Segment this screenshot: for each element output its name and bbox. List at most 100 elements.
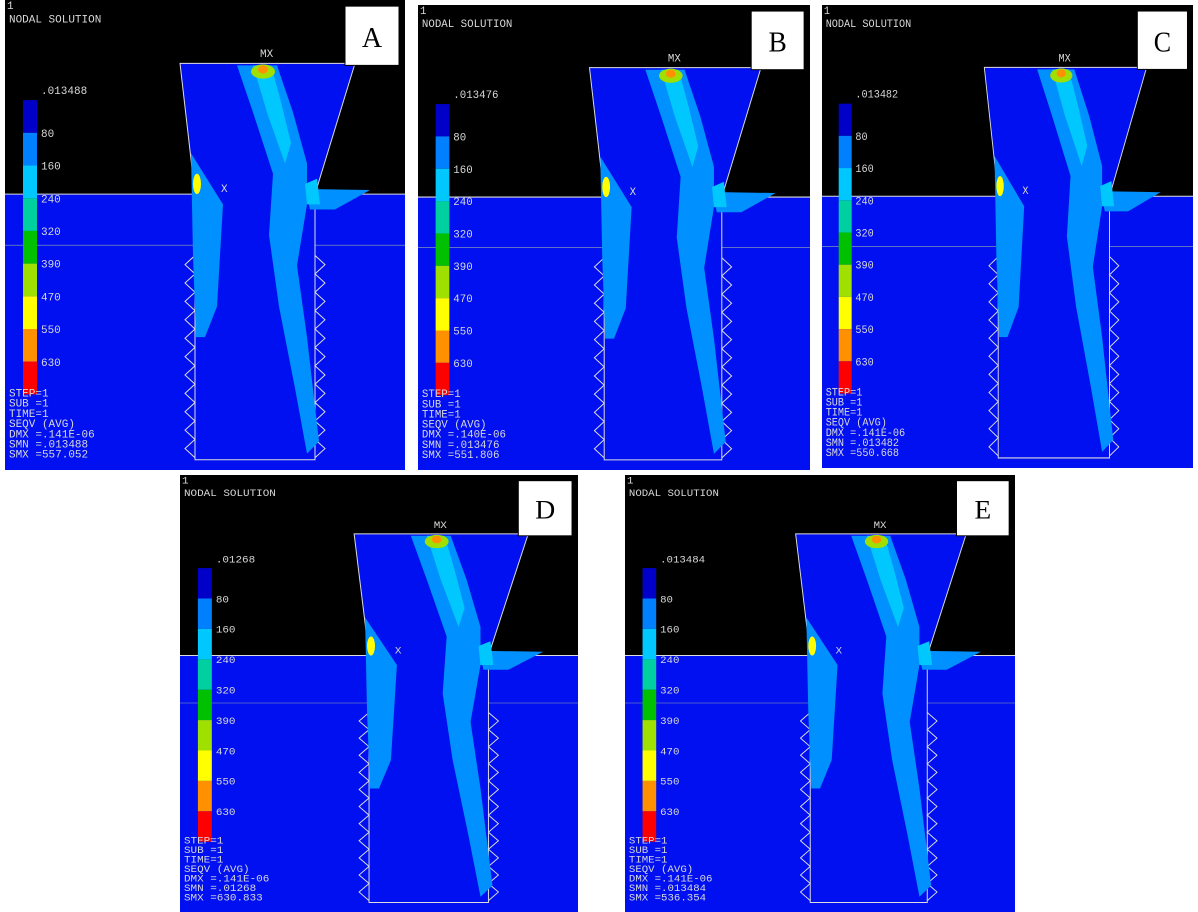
hotspot-top-core bbox=[431, 535, 442, 544]
panel-label: D bbox=[535, 495, 555, 524]
scale-segment bbox=[23, 132, 37, 166]
max-marker: MX bbox=[668, 53, 681, 65]
scale-label: 630 bbox=[453, 359, 472, 371]
panel-label: C bbox=[1154, 26, 1171, 57]
contour-wing bbox=[478, 650, 544, 670]
label-box bbox=[750, 10, 805, 71]
scale-label: 80 bbox=[855, 132, 867, 144]
contour-wing-inner bbox=[1100, 181, 1115, 207]
stat-line: STEP=1 bbox=[826, 387, 863, 399]
label-box bbox=[517, 480, 573, 537]
max-marker: MX bbox=[1059, 53, 1072, 65]
stat-line: SEQV (AVG) bbox=[184, 864, 250, 876]
stat-line: SMX =630.833 bbox=[184, 893, 263, 905]
stat-line: SUB =1 bbox=[184, 845, 223, 857]
scale-segment bbox=[838, 200, 852, 233]
stat-line: SEQV (AVG) bbox=[9, 419, 75, 431]
contour-inner bbox=[661, 69, 699, 167]
stat-line: TIME=1 bbox=[629, 855, 668, 867]
max-marker: MX bbox=[874, 520, 888, 532]
scale-label: 550 bbox=[41, 325, 61, 337]
contour-wing bbox=[305, 189, 370, 210]
scale-label: 390 bbox=[855, 260, 873, 272]
panel-label: B bbox=[769, 27, 787, 58]
contour-left bbox=[994, 155, 1025, 338]
frame-number: 1 bbox=[420, 6, 427, 18]
frame-number: 1 bbox=[7, 1, 14, 13]
stat-line: STEP=1 bbox=[422, 389, 461, 401]
scale-segment bbox=[838, 168, 852, 201]
stat-line: TIME=1 bbox=[9, 409, 49, 421]
scale-segment bbox=[23, 329, 37, 362]
stat-line: DMX =.140E-06 bbox=[422, 430, 506, 442]
scale-segment bbox=[23, 361, 37, 395]
hotspot-left bbox=[602, 176, 611, 198]
scale-segment bbox=[23, 100, 37, 133]
scale-label: 320 bbox=[216, 686, 236, 698]
contour-left bbox=[806, 617, 838, 789]
hotspot-left bbox=[367, 636, 376, 656]
contour-left bbox=[191, 153, 223, 338]
scale-segment bbox=[642, 720, 657, 751]
stat-line: DMX =.141E-06 bbox=[629, 874, 713, 886]
stat-line: SMN =.013482 bbox=[826, 438, 899, 450]
stat-line: SMN =.013488 bbox=[9, 439, 88, 451]
stat-line: STEP=1 bbox=[184, 836, 223, 848]
scale-label: 160 bbox=[453, 165, 472, 177]
scale-label: 160 bbox=[216, 625, 236, 637]
thread-left bbox=[184, 255, 196, 459]
plot-title: NODAL SOLUTION bbox=[184, 488, 276, 500]
contour-wing-inner bbox=[712, 181, 727, 208]
scale-label: 470 bbox=[453, 294, 472, 306]
scale-label: 630 bbox=[660, 807, 679, 819]
scale-segment bbox=[642, 568, 657, 599]
scale-segment bbox=[435, 104, 450, 137]
scale-label: 80 bbox=[660, 594, 673, 606]
label-box bbox=[956, 480, 1010, 537]
thread-left bbox=[358, 712, 370, 901]
scale-segment bbox=[23, 165, 37, 199]
contour-wing bbox=[917, 650, 981, 670]
scale-segment bbox=[642, 598, 657, 629]
scale-label: 550 bbox=[660, 777, 679, 789]
stat-line: SMN =.01268 bbox=[184, 883, 256, 895]
scale-label: 240 bbox=[216, 655, 236, 667]
scale-segment bbox=[838, 329, 852, 362]
stat-line: STEP=1 bbox=[9, 388, 49, 400]
scale-label: 630 bbox=[855, 357, 873, 369]
stat-line: SUB =1 bbox=[422, 399, 461, 411]
scale-segment bbox=[642, 750, 657, 781]
scale-label: 320 bbox=[660, 686, 679, 698]
stat-line: SMN =.013484 bbox=[629, 883, 706, 895]
frame-number: 1 bbox=[627, 476, 633, 488]
stat-line: SMX =550.668 bbox=[826, 448, 899, 460]
hotspot-top-core bbox=[258, 65, 268, 74]
stat-line: SEQV (AVG) bbox=[826, 417, 887, 429]
node-marker: X bbox=[1022, 186, 1029, 198]
plot-title: NODAL SOLUTION bbox=[629, 488, 719, 500]
label-box bbox=[1136, 10, 1188, 70]
thread-right bbox=[1108, 256, 1120, 457]
contour-wing-inner bbox=[917, 641, 933, 665]
contour-center bbox=[645, 69, 726, 454]
scale-label: 550 bbox=[453, 326, 472, 338]
plot-title: NODAL SOLUTION bbox=[422, 19, 512, 31]
scale-label: 550 bbox=[855, 325, 873, 337]
stat-line: SUB =1 bbox=[826, 397, 863, 409]
scale-segment bbox=[197, 811, 212, 842]
scale-segment bbox=[435, 330, 450, 363]
contour-center bbox=[410, 535, 493, 897]
scale-top: .013484 bbox=[660, 555, 705, 567]
stat-line: SEQV (AVG) bbox=[422, 419, 487, 431]
contour-inner bbox=[866, 535, 904, 627]
scale-segment bbox=[197, 750, 212, 781]
stat-line: STEP=1 bbox=[629, 836, 668, 848]
hotspot-left bbox=[193, 173, 201, 195]
thread-left bbox=[988, 256, 999, 457]
plot-title: NODAL SOLUTION bbox=[826, 19, 912, 31]
scale-label: 160 bbox=[855, 164, 873, 176]
contour-left bbox=[365, 617, 397, 789]
max-marker: MX bbox=[434, 520, 448, 532]
